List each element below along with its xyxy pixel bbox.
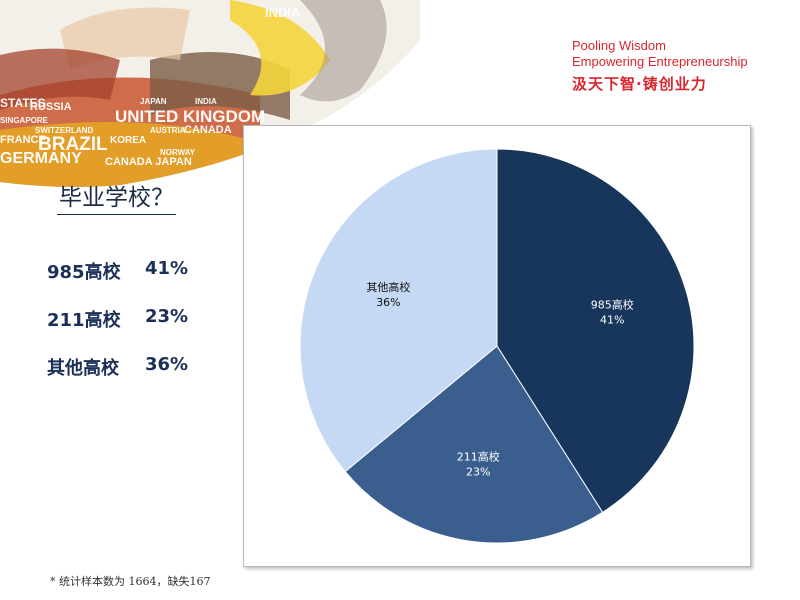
banner-word: INDIA [195,97,217,106]
banner-word: RUSSIA [30,101,72,113]
pie-chart-frame: 985高校 41% 211高校 23% 其他高校 36% [243,125,751,567]
slice-value-label: 23% [466,466,490,479]
banner-word: FRANCE [0,134,46,146]
stat-label: 985高校 [47,262,121,283]
banner-word: SWITZERLAND [35,126,93,135]
logo-chinese: 汲天下智·铸创业力 [572,75,707,93]
banner-word: KOREA [110,135,146,146]
banner-word: NORWAY [160,148,196,157]
banner-word: AUSTRIA [150,126,186,135]
banner-word: JAPAN [140,97,167,106]
stat-value: 36% [145,354,189,375]
banner-word: CANADA [184,124,232,136]
banner-word: GERMANY [0,150,82,167]
banner-word: CANADA JAPAN [105,156,192,168]
slide-title: 毕业学校？ [57,178,176,215]
footnote: * 统计样本数为 1664，缺失167 [50,575,211,588]
slice-label: 211高校 [457,450,500,464]
banner-word: SINGAPORE [0,116,49,125]
slice-value-label: 41% [600,314,624,327]
pie-slice [299,148,498,473]
stat-value: 23% [145,306,189,327]
stat-row: 211高校 23% [47,306,188,354]
pie-slice [344,345,604,544]
stat-label: 211高校 [47,310,121,331]
logo-line-1: Pooling Wisdom [572,38,666,53]
pie-chart: 985高校 41% 211高校 23% 其他高校 36% [299,148,695,544]
banner-word: UNITED KINGDOM [115,107,265,126]
stats-list: 985高校 41% 211高校 23% 其他高校 36% [47,258,188,402]
banner-word: BRAZIL [38,134,108,155]
banner-word: INDIA [265,5,301,20]
company-logo: Pooling Wisdom Empowering Entrepreneursh… [572,38,748,94]
logo-line-2: Empowering Entrepreneurship [572,54,748,69]
banner-word: STATES [0,96,46,110]
stat-label: 其他高校 [47,358,119,379]
slice-label: 985高校 [591,298,634,312]
stat-value: 41% [145,258,189,279]
stat-row: 985高校 41% [47,258,188,306]
slice-value-label: 36% [376,296,400,309]
slice-label: 其他高校 [366,280,410,294]
country-names-banner: INDIA BRAZIL RUSSIA UNITED KINGDOM JAPAN… [0,0,420,190]
pie-slice [496,148,695,514]
stat-row: 其他高校 36% [47,354,188,402]
